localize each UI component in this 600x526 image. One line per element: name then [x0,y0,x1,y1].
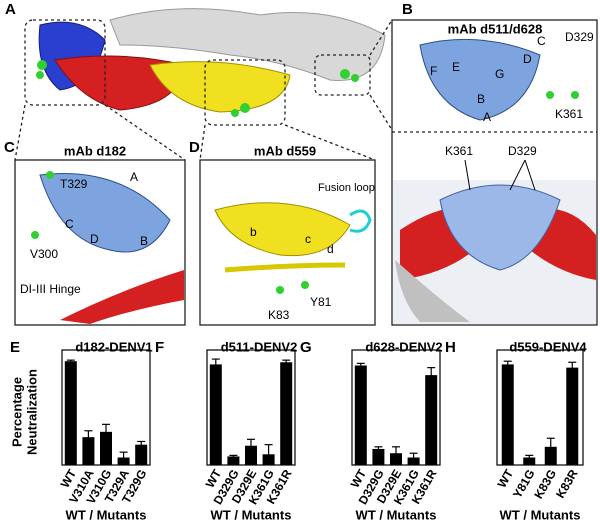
panel-label: H [445,339,456,356]
y-axis-label: Neutralization [24,369,39,455]
residue-label: K361 [445,144,473,158]
residue-label: D329 [565,30,594,44]
panel-label: D [189,139,200,156]
strand-label: C [537,34,546,48]
bar [100,431,112,465]
error-bar [356,362,365,368]
error-bar [427,367,436,383]
residue-label: T329 [60,177,88,191]
residue-label: Y81 [310,295,332,309]
strand-label: F [430,64,437,78]
chart-title: d511-DENV2 [221,339,298,354]
structure-d [214,202,351,257]
residue-label: D329 [508,144,537,158]
error-bar [66,359,75,363]
structure-a [14,8,393,161]
x-tick-label: K83G [531,467,559,501]
strand-label: A [483,110,491,124]
error-bar [546,437,555,456]
strand-label: B [140,234,148,248]
error-bar [525,454,534,460]
error-bar [84,430,93,444]
strand-label: d [327,242,334,256]
panel-label: C [4,139,15,156]
bar [354,365,367,465]
bar [544,446,557,465]
residue-label: K361 [555,107,583,121]
plot-frame [496,349,584,466]
error-bar [264,444,273,464]
chart-title: d559-DENV4 [509,339,587,354]
error-bar [119,451,128,463]
panel-title: mAb d559 [254,143,316,158]
panel-title: mAb d182 [64,143,126,158]
strand-label: G [495,67,504,81]
strand-label: c [305,232,311,246]
residue-label: K83 [268,308,290,322]
strand-label: B [477,92,485,106]
strand-label: b [250,225,257,239]
bar [523,457,536,465]
strand-label: D [523,52,532,66]
bar [209,364,222,465]
chart-title: d628-DENV2 [365,339,442,354]
structure-b [419,38,541,121]
error-bar [282,359,291,365]
x-tick-label: K83R [553,467,581,501]
x-axis-label: WT / Mutants [211,507,292,522]
fusion-loop-label: Fusion loop [318,182,375,194]
bar [64,361,77,465]
bar [245,445,257,465]
bar [280,362,293,465]
error-bar [392,446,400,460]
panel-label: G [300,339,312,356]
error-bar [374,446,383,452]
structure-c [39,172,171,253]
panel-label: F [155,339,164,356]
bar [82,437,95,465]
strand-label: C [65,217,74,231]
strand-label: D [90,232,99,246]
bar [135,444,148,465]
x-axis-label: WT / Mutants [356,507,437,522]
residue-label: V300 [30,247,58,261]
hinge-label: DI-III Hinge [20,282,81,296]
x-axis-label: WT / Mutants [500,507,581,522]
error-bar [137,440,146,448]
y-axis-label: Percentage [9,377,24,447]
panel-label: E [10,339,20,356]
error-bar [102,423,110,440]
error-bar [247,438,255,453]
error-bar [409,452,418,462]
panel-label: B [402,1,413,18]
bar [566,367,579,465]
bar [425,375,438,465]
strand-label: E [452,60,460,74]
bar [501,364,514,465]
bar [227,456,240,465]
strand-label: A [130,170,138,184]
error-bar [229,454,238,458]
bar [372,448,385,465]
panel-title: mAb d511/d628 [448,21,543,36]
panel-label: A [5,1,16,18]
x-axis-label: WT / Mutants [66,507,147,522]
error-bar [211,358,220,370]
error-bar [503,360,512,368]
error-bar [568,361,577,373]
chart-title: d182-DENV1 [75,339,152,354]
